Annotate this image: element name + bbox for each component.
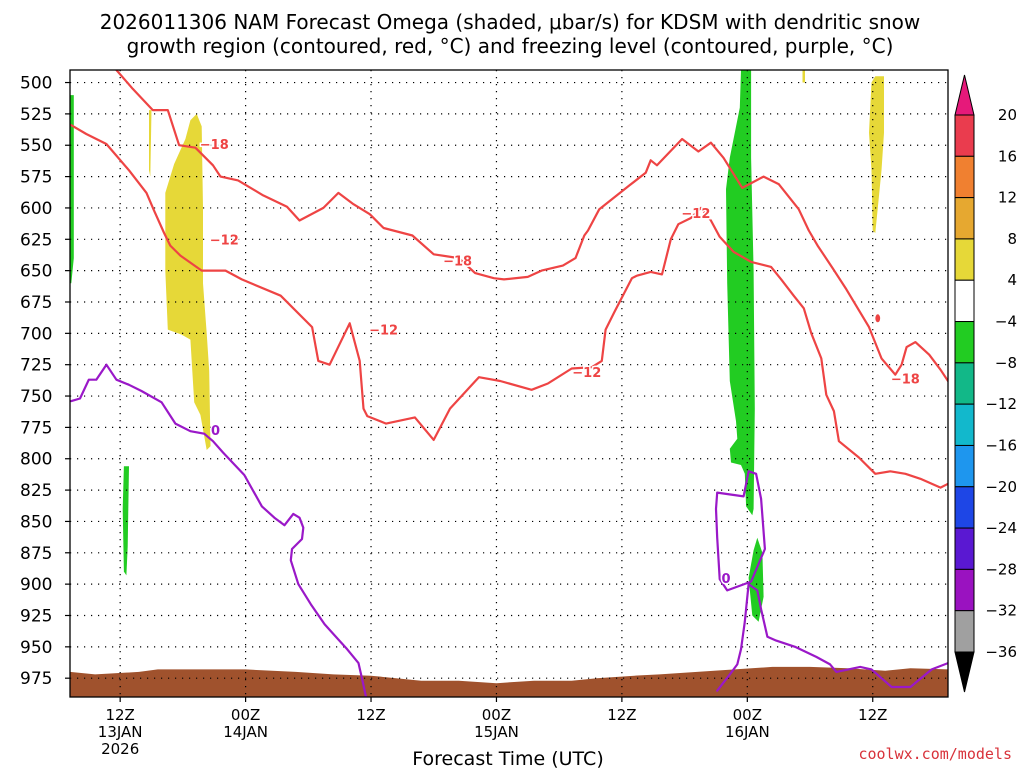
- contour-0c-closed-contour: [714, 470, 767, 592]
- mark-small-18-contour: [875, 314, 881, 323]
- site-credit: coolwx.com/models: [858, 745, 1012, 763]
- y-tick-label-750: 750: [20, 387, 52, 407]
- colorbar-swatch-9: [954, 486, 975, 529]
- y-tick-label-800: 800: [20, 450, 52, 470]
- contour-label-6: −18: [891, 372, 920, 387]
- colorbar-label-8: −16: [985, 436, 1017, 454]
- colorbar-swatch-3: [954, 238, 975, 281]
- colorbar-top-arrow: [954, 74, 975, 116]
- contour-label-3: −18: [443, 255, 472, 270]
- x-tick-label-40-1: 00Z: [482, 706, 511, 724]
- x-tick-label-40-2: 15JAN: [474, 723, 519, 741]
- y-tick-label-700: 700: [20, 324, 52, 344]
- colorbar-label-7: −12: [985, 395, 1017, 413]
- x-tick-label-60-2: 16JAN: [725, 723, 770, 741]
- colorbar-label-10: −24: [985, 519, 1017, 537]
- colorbar: 20 16 12 8 4 −4 −8 −12 −16 −20 −24 −28 −32 −36: [954, 74, 1017, 693]
- colorbar-label-3: 8: [1007, 230, 1017, 248]
- y-tick-label-550: 550: [20, 136, 52, 156]
- omega-region-sinking-4-8-west: [165, 113, 211, 451]
- y-tick-label-675: 675: [20, 293, 52, 313]
- x-tick-label-30-1: 12Z: [356, 706, 385, 724]
- omega-region-sinking-4-8-tiny: [802, 70, 805, 83]
- x-tick-label-20-2: 14JAN: [223, 723, 268, 741]
- y-tick-label-600: 600: [20, 199, 52, 219]
- colorbar-swatch-1: [954, 155, 975, 199]
- x-axis-label: Forecast Time (UTC): [412, 748, 603, 768]
- contour-label-4: −12: [572, 366, 601, 381]
- contour-lines: [70, 70, 948, 697]
- colorbar-swatch-6: [954, 362, 975, 405]
- y-tick-label-525: 525: [20, 105, 52, 125]
- colorbar-swatch-5: [954, 321, 975, 364]
- y-tick-label-925: 925: [20, 606, 52, 626]
- x-tick-label-70-1: 12Z: [858, 706, 887, 724]
- colorbar-swatch-4: [954, 279, 975, 323]
- y-tick-label-825: 825: [20, 481, 52, 501]
- y-tick-label-500: 500: [20, 74, 52, 94]
- y-tick-label-775: 775: [20, 418, 52, 438]
- colorbar-label-2: 12: [998, 189, 1017, 207]
- colorbar-label-5: −4: [995, 313, 1017, 331]
- omega-region-rising-4-to-8-lower-left: [122, 466, 129, 576]
- colorbar-bottom-arrow: [954, 651, 975, 693]
- x-tick-label-20-1: 00Z: [231, 706, 260, 724]
- contour-label-2: −12: [369, 324, 398, 339]
- x-tick-label-50-1: 12Z: [607, 706, 636, 724]
- contour-label-5: −12: [681, 207, 710, 222]
- y-tick-label-850: 850: [20, 512, 52, 532]
- omega-shading: [70, 70, 884, 622]
- y-tick-label-975: 975: [20, 669, 52, 689]
- x-tick-label-60-1: 00Z: [733, 706, 762, 724]
- chart-title-line-2: growth region (contoured, red, °C) and f…: [127, 34, 894, 58]
- colorbar-label-11: −28: [985, 560, 1017, 578]
- contour-label-0: −18: [200, 138, 229, 153]
- colorbar-label-13: −36: [985, 643, 1017, 661]
- colorbar-label-0: 20: [998, 106, 1017, 124]
- colorbar-label-12: −32: [985, 602, 1017, 620]
- colorbar-label-4: 4: [1007, 271, 1017, 289]
- colorbar-label-9: −20: [985, 478, 1017, 496]
- contour-18c-isotherm-upper: [115, 70, 948, 383]
- omega-region-rising-4-to-8-main-column: [726, 70, 755, 516]
- y-tick-label-875: 875: [20, 544, 52, 564]
- contour-labels: −18 −12 −12 −18 −12 −12 −18 0 0: [198, 136, 921, 588]
- colorbar-swatch-8: [954, 444, 975, 488]
- contour-label-8: 0: [721, 572, 730, 587]
- contour-0c-freezing-level: [70, 363, 368, 697]
- contour-12c-isotherm: [70, 124, 948, 489]
- colorbar-swatch-7: [954, 403, 975, 446]
- y-tick-label-625: 625: [20, 230, 52, 250]
- omega-region-sinking-4-8-east: [869, 76, 884, 233]
- colorbar-label-6: −8: [995, 354, 1017, 372]
- y-tick-label-725: 725: [20, 356, 52, 376]
- y-axis: 500 525 550 575 600 625 650 675 700 725 750 775 800 8…: [20, 74, 70, 689]
- chart-title-line-1: 2026011306 NAM Forecast Omega (shaded, μ…: [100, 10, 921, 34]
- contour-0c-freezing-level-east: [716, 582, 948, 692]
- x-tick-label-10-2: 13JAN: [98, 723, 143, 741]
- y-tick-label-950: 950: [20, 638, 52, 658]
- contour-label-7: 0: [211, 424, 220, 439]
- contour-label-1: −12: [210, 233, 239, 248]
- y-tick-label-900: 900: [20, 575, 52, 595]
- colorbar-swatch-12: [954, 610, 975, 653]
- colorbar-swatch-0: [954, 114, 975, 157]
- omega-region-sinking-4-8-sliver: [149, 110, 152, 177]
- omega-region-rising-4-to-8-left-edge: [70, 95, 74, 284]
- colorbar-swatch-11: [954, 568, 975, 612]
- x-tick-label-10-3: 2026: [101, 740, 139, 758]
- plot-frame: [69, 69, 949, 698]
- colorbar-swatch-2: [954, 197, 975, 240]
- colorbar-label-1: 16: [998, 147, 1017, 165]
- x-tick-label-10-1: 12Z: [105, 706, 134, 724]
- colorbar-swatch-10: [954, 527, 975, 570]
- y-tick-label-575: 575: [20, 168, 52, 188]
- y-tick-label-650: 650: [20, 262, 52, 282]
